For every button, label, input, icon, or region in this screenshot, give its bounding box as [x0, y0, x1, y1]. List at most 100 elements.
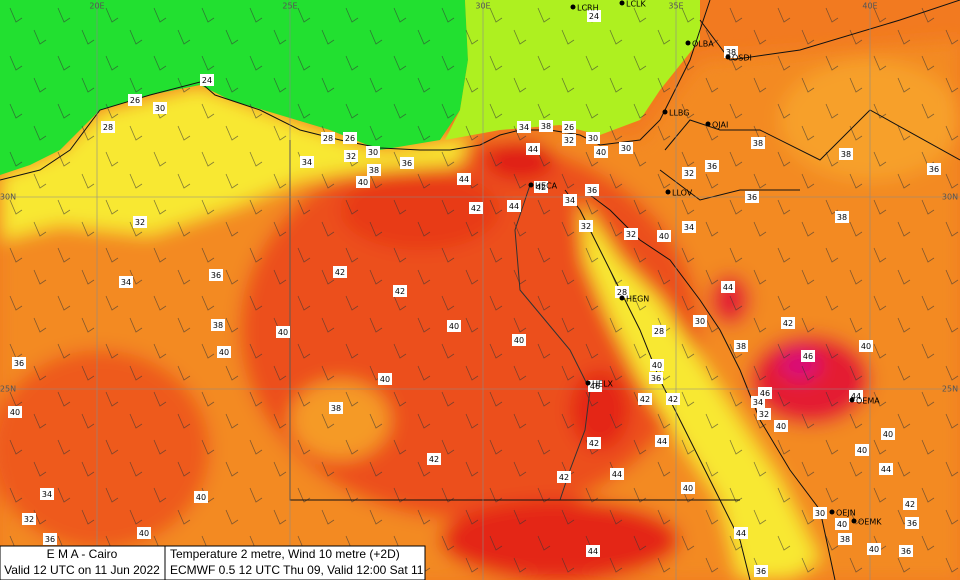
temp-label: 42 — [783, 319, 793, 328]
temp-box — [751, 137, 765, 149]
temp-label: 36 — [901, 547, 911, 556]
temp-label: 44 — [588, 547, 598, 556]
temp-label: 40 — [380, 375, 390, 384]
temp-box — [586, 132, 600, 144]
temp-label: 30 — [155, 104, 165, 113]
temp-label: 40 — [837, 520, 847, 529]
temp-box — [774, 420, 788, 432]
temp-box — [344, 150, 358, 162]
temp-label: 40 — [869, 545, 879, 554]
temp-label: 40 — [776, 422, 786, 431]
temp-label: 38 — [541, 122, 551, 131]
station-label: LCRH — [577, 4, 599, 13]
temp-box — [721, 281, 735, 293]
temp-box — [682, 221, 696, 233]
temp-box — [652, 325, 666, 337]
station-dot — [705, 121, 711, 127]
footer: E M A - Cairo Valid 12 UTC on 11 Jun 202… — [0, 545, 426, 581]
temp-box — [563, 194, 577, 206]
temp-box — [512, 334, 526, 346]
temp-label: 40 — [857, 446, 867, 455]
temp-label: 30 — [588, 134, 598, 143]
graticule-label: 25N — [942, 385, 958, 394]
temp-box — [194, 491, 208, 503]
temp-label: 46 — [590, 382, 600, 391]
temp-label: 36 — [45, 535, 55, 544]
station-label: OSDI — [732, 54, 752, 63]
temp-box — [587, 437, 601, 449]
temp-label: 42 — [536, 183, 546, 192]
temp-box — [321, 132, 335, 144]
temp-box — [655, 435, 669, 447]
temp-label: 42 — [559, 473, 569, 482]
temp-box — [137, 527, 151, 539]
temp-label: 32 — [24, 515, 34, 524]
temp-box — [835, 518, 849, 530]
temp-box — [879, 463, 893, 475]
temp-label: 34 — [302, 158, 312, 167]
temp-box — [666, 393, 680, 405]
temp-label: 36 — [929, 165, 939, 174]
temp-box — [835, 211, 849, 223]
temp-label: 38 — [331, 404, 341, 413]
temp-box — [867, 543, 881, 555]
temp-label: 38 — [213, 321, 223, 330]
temp-box — [457, 173, 471, 185]
station-dot — [851, 518, 857, 524]
temp-label: 28 — [103, 123, 113, 132]
temp-box — [754, 565, 768, 577]
temp-label: 44 — [509, 202, 519, 211]
station-label: OJAI — [712, 121, 728, 130]
temp-label: 40 — [278, 328, 288, 337]
temp-label: 40 — [683, 484, 693, 493]
temp-box — [526, 143, 540, 155]
temp-box — [839, 148, 853, 160]
temp-box — [586, 545, 600, 557]
temp-box — [881, 428, 895, 440]
graticule-label: 30N — [942, 193, 958, 202]
temp-box — [22, 513, 36, 525]
temp-box — [650, 359, 664, 371]
temp-label: 40 — [652, 361, 662, 370]
temp-label: 32 — [581, 222, 591, 231]
station-label: OEMA — [856, 397, 880, 406]
temp-label: 46 — [803, 352, 813, 361]
temp-label: 32 — [346, 152, 356, 161]
temp-label: 40 — [358, 178, 368, 187]
station-dot — [849, 397, 855, 403]
station-label: OEMK — [858, 518, 882, 527]
temp-box — [400, 157, 414, 169]
temp-label: 40 — [219, 348, 229, 357]
temp-box — [333, 266, 347, 278]
temp-label: 34 — [121, 278, 131, 287]
temp-box — [619, 142, 633, 154]
temp-box — [356, 176, 370, 188]
temp-label: 34 — [753, 398, 763, 407]
temp-box — [366, 146, 380, 158]
temp-label: 40 — [883, 430, 893, 439]
station-dot — [685, 40, 691, 46]
footer-org: E M A - Cairo — [47, 547, 118, 561]
temp-box — [682, 167, 696, 179]
temp-box — [209, 269, 223, 281]
temp-box — [905, 517, 919, 529]
temp-box — [539, 120, 553, 132]
temp-box — [838, 533, 852, 545]
temp-label: 26 — [564, 123, 574, 132]
temp-label: 26 — [130, 96, 140, 105]
temp-label: 30 — [815, 509, 825, 518]
temp-box — [8, 406, 22, 418]
temp-label: 42 — [668, 395, 678, 404]
station-dot — [619, 0, 625, 6]
temp-box — [757, 408, 771, 420]
temp-label: 38 — [736, 342, 746, 351]
temp-box — [927, 163, 941, 175]
temp-box — [393, 285, 407, 297]
station-dot — [585, 380, 591, 386]
temp-label: 44 — [612, 470, 622, 479]
temp-label: 44 — [736, 529, 746, 538]
temp-box — [153, 102, 167, 114]
temp-label: 30 — [368, 148, 378, 157]
temp-label: 44 — [723, 283, 733, 292]
temp-box — [40, 488, 54, 500]
